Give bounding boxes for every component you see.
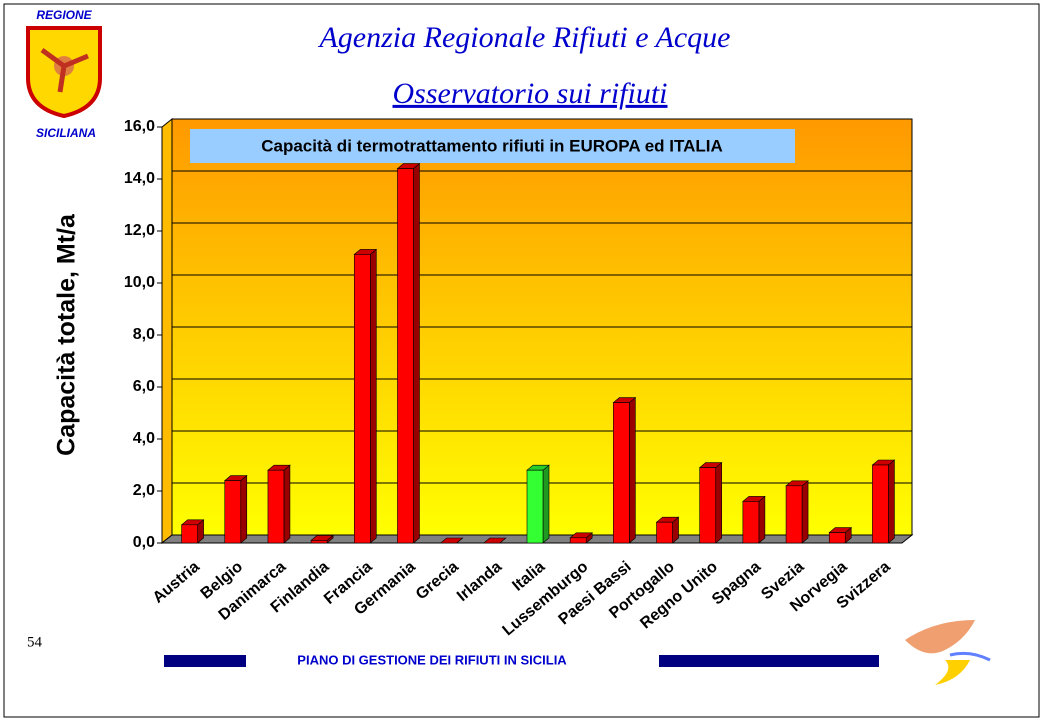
- y-tick-label: 8,0: [133, 326, 155, 343]
- bar-top: [482, 537, 507, 544]
- bar-side: [715, 461, 723, 544]
- bar: [656, 521, 673, 544]
- bar: [353, 254, 371, 544]
- footer-logo: [905, 620, 991, 685]
- bar: [569, 537, 587, 544]
- agency-title: Agenzia Regionale Rifiuti e Acque: [317, 21, 730, 54]
- y-tick-label: 16,0: [124, 118, 155, 135]
- y-axis-label: Capacità totale, Mt/a: [53, 213, 81, 456]
- side-wall: [161, 117, 173, 545]
- bar-side: [629, 396, 636, 544]
- footer-bar: [164, 655, 246, 667]
- y-tick-label: 2,0: [133, 482, 155, 499]
- bar-side: [369, 248, 377, 544]
- bar: [224, 480, 242, 544]
- chart-title: Capacità di termotrattamento rifiuti in …: [261, 136, 723, 155]
- y-tick-label: 12,0: [124, 222, 155, 239]
- slide-border: [3, 3, 1040, 718]
- x-tick-label: Spagna: [709, 558, 764, 608]
- bar: [699, 467, 717, 544]
- bar: [181, 524, 198, 544]
- chart-title-box: [190, 129, 795, 163]
- logo: [26, 26, 102, 119]
- y-tick-label: 6,0: [133, 378, 155, 395]
- footer-bar: [659, 655, 879, 667]
- bar: [828, 532, 846, 544]
- bar-top: [439, 537, 464, 544]
- footer-plan: PIANO DI GESTIONE DEI RIFIUTI IN SICILIA: [297, 652, 567, 667]
- bar: [785, 485, 803, 544]
- bar-side: [240, 474, 248, 544]
- bar-side: [758, 495, 766, 544]
- x-tick-label: Grecia: [413, 558, 462, 603]
- region-top: REGIONE: [36, 8, 92, 22]
- bar-side: [801, 480, 809, 544]
- bar: [613, 402, 630, 544]
- region-bottom: SICILIANA: [36, 126, 96, 140]
- x-tick-label: Irlanda: [454, 558, 505, 605]
- page-number: 54: [27, 634, 43, 650]
- bar: [397, 168, 414, 544]
- y-tick-label: 4,0: [133, 430, 155, 447]
- bar-side: [888, 459, 895, 544]
- y-tick-label: 0,0: [133, 534, 155, 551]
- plot-area: [160, 117, 914, 545]
- y-tick-label: 14,0: [124, 170, 155, 187]
- bar-side: [413, 162, 420, 544]
- bar-side: [283, 464, 291, 544]
- bar-side: [542, 464, 550, 544]
- x-tick-label: Austria: [150, 558, 203, 607]
- bar: [742, 501, 760, 544]
- bar: [526, 469, 544, 544]
- bar: [310, 540, 328, 544]
- observatory-title: Osservatorio sui rifiuti: [392, 77, 667, 110]
- bar: [267, 469, 285, 544]
- bar: [872, 464, 889, 544]
- y-tick-label: 10,0: [124, 274, 155, 291]
